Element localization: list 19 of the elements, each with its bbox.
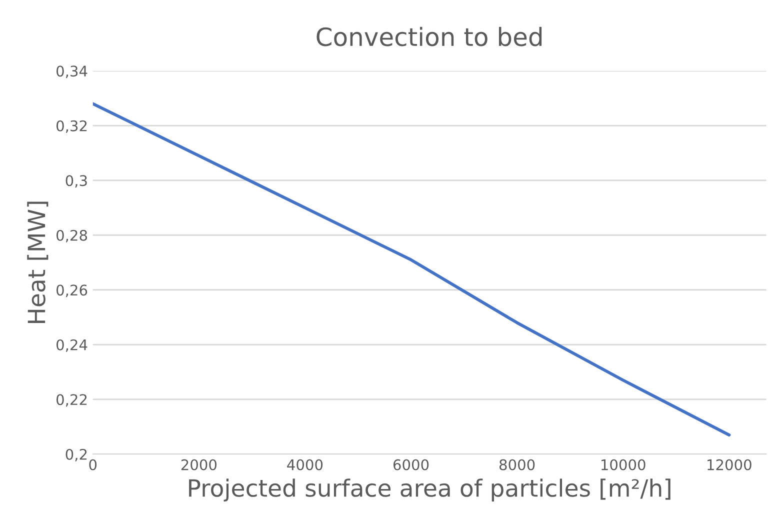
x-axis-title: Projected surface area of particles [m²/h]	[189, 478, 670, 502]
x-tick-label: 0	[89, 459, 97, 470]
y-tick-label: 0,2	[66, 448, 87, 462]
y-tick-label: 0,24	[56, 339, 88, 352]
y-tick-label: 0,22	[56, 394, 87, 407]
chart-title: Convection to bed	[316, 26, 542, 46]
y-tick-label: 0,28	[56, 230, 88, 242]
line-series	[92, 102, 731, 436]
y-tick-label: 0,34	[56, 66, 88, 78]
x-tick-label: 4000	[287, 459, 323, 470]
x-tick-label: 6000	[393, 459, 429, 470]
x-tick-label: 12000	[708, 459, 752, 470]
x-tick-label: 10000	[602, 459, 646, 470]
y-tick-label: 0,32	[56, 120, 87, 133]
y-axis-title: Heat [MW]	[27, 202, 48, 324]
x-tick-label: 8000	[499, 459, 535, 470]
x-tick-label: 2000	[181, 459, 217, 470]
y-tick-label: 0,3	[66, 175, 87, 188]
y-tick-label: 0,26	[56, 284, 88, 298]
